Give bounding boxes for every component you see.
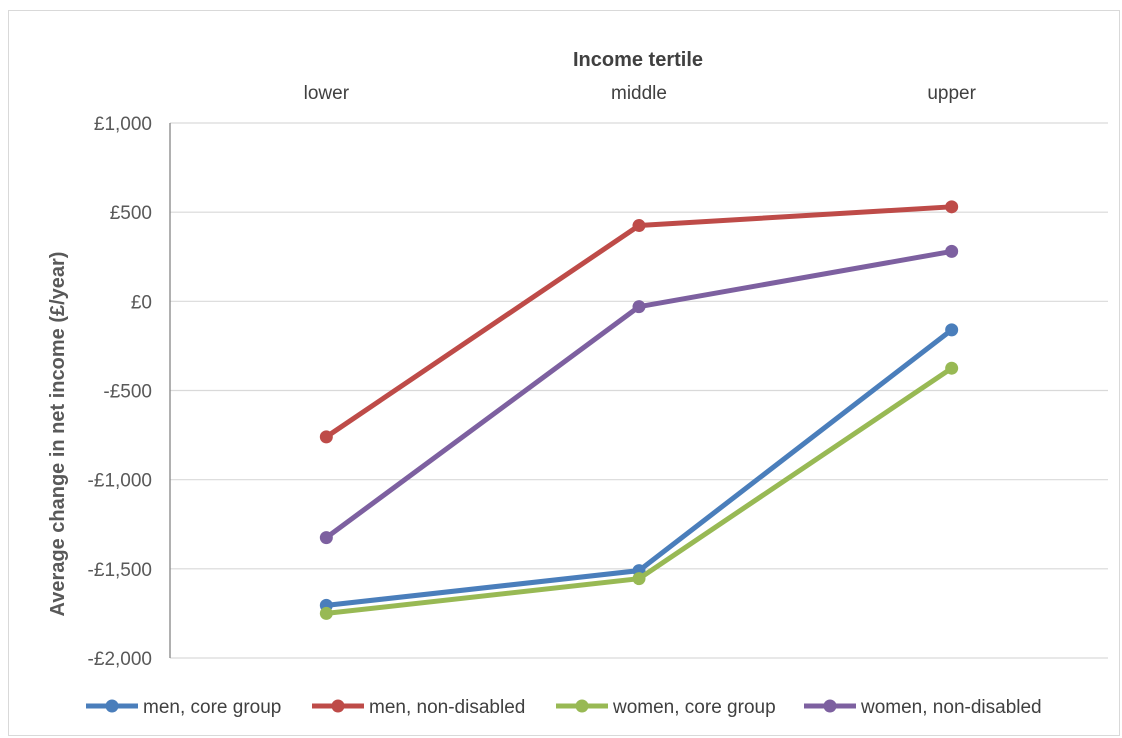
data-point	[632, 300, 646, 314]
series-group	[319, 200, 959, 444]
data-point	[319, 606, 333, 620]
y-tick-label: -£2,000	[88, 649, 152, 670]
chart-frame	[8, 10, 1120, 736]
x-axis-title: Income tertile	[573, 49, 703, 71]
legend-swatch-marker	[823, 699, 837, 713]
legend-item: men, non-disabled	[312, 697, 525, 718]
legend-item: women, core group	[556, 697, 776, 718]
series-lines	[319, 200, 959, 620]
legend-label: women, core group	[612, 697, 776, 718]
legend-swatch-marker	[331, 699, 345, 713]
legend-swatch-marker	[105, 699, 119, 713]
series-line	[323, 248, 955, 541]
data-point	[945, 361, 959, 375]
category-label: lower	[304, 83, 350, 104]
category-labels: lower middle upper	[304, 83, 977, 104]
y-tick-label: -£500	[103, 382, 152, 403]
y-tick-label: £500	[110, 203, 152, 224]
data-point	[945, 244, 959, 258]
data-point	[319, 430, 333, 444]
data-point	[319, 531, 333, 545]
data-point	[632, 219, 646, 233]
y-tick-labels: £1,000 £500 £0 -£500 -£1,000 -£1,500 -£2,000	[88, 114, 152, 670]
y-tick-label: £1,000	[94, 114, 152, 135]
y-axis-title: Average change in net income (£/year)	[47, 252, 69, 617]
series-group	[319, 361, 959, 620]
y-tick-label: -£1,500	[88, 560, 152, 581]
legend-item: men, core group	[86, 697, 281, 718]
data-point	[945, 323, 959, 337]
data-point	[945, 200, 959, 214]
legend-item: women, non-disabled	[804, 697, 1042, 718]
category-label: middle	[611, 83, 667, 104]
data-point	[632, 572, 646, 586]
y-tick-label: -£1,000	[88, 471, 152, 492]
y-tick-label: £0	[131, 292, 152, 313]
legend-swatch-marker	[575, 699, 589, 713]
category-label: upper	[927, 83, 976, 104]
legend: men, core group men, non-disabled women, c…	[86, 697, 1042, 718]
legend-label: women, non-disabled	[860, 697, 1042, 718]
legend-label: men, non-disabled	[369, 697, 525, 718]
series-group	[319, 244, 959, 545]
legend-label: men, core group	[143, 697, 281, 718]
